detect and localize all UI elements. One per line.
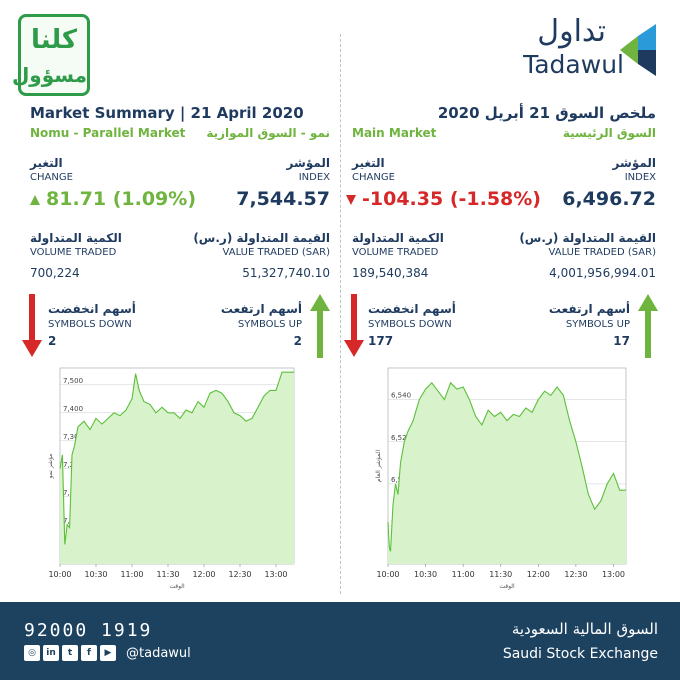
left-down-value: 2 <box>48 334 57 348</box>
campaign-line2: مسؤول <box>11 63 87 87</box>
symbols-up-arrow-icon <box>310 294 330 358</box>
footer-bar: 92000 1919 ◎ in t f ▶ @tadawul السوق الم… <box>0 602 680 680</box>
right-down-value: 177 <box>368 334 394 348</box>
left-up-en: SYMBOLS UP <box>237 319 302 330</box>
left-index-en: INDEX <box>298 172 330 183</box>
right-index-ar: المؤشر <box>612 156 656 170</box>
right-value-ar: القيمة المتداولة (ر.س) <box>519 231 656 245</box>
panel-divider <box>340 34 341 594</box>
left-volume-value: 700,224 <box>30 266 80 280</box>
left-title: Market Summary | 21 April 2020 <box>30 104 304 122</box>
series-area <box>388 382 626 564</box>
linkedin-icon[interactable]: in <box>43 645 59 661</box>
left-change: 81.71 (1.09%) <box>30 188 196 210</box>
left-change-ar: التغير <box>30 156 63 170</box>
right-market-ar: السوق الرئيسية <box>562 126 656 140</box>
right-up-en: SYMBOLS UP <box>565 319 630 330</box>
left-index-value: 7,544.57 <box>236 188 330 210</box>
x-tick-label: 11:30 <box>156 570 179 579</box>
tadawul-logo-en: Tadawul <box>523 50 624 79</box>
social-icons: ◎ in t f ▶ <box>24 645 116 661</box>
x-tick-label: 10:00 <box>48 570 71 579</box>
main-index-chart: 6,4806,5006,5206,54010:0010:3011:0011:30… <box>375 367 627 590</box>
y-tick-label: 7,400 <box>63 405 83 413</box>
x-tick-label: 13:00 <box>602 570 625 579</box>
right-change: -104.35 (-1.58%) <box>346 188 541 210</box>
twitter-icon[interactable]: t <box>62 645 78 661</box>
left-index-ar: المؤشر <box>286 156 330 170</box>
x-tick-label: 13:00 <box>264 570 287 579</box>
campaign-logo: كلنا مسؤول <box>11 14 90 96</box>
right-down-en: SYMBOLS DOWN <box>368 319 452 330</box>
symbols-up-arrow-icon <box>638 294 658 358</box>
right-index-en: INDEX <box>624 172 656 183</box>
right-volume-ar: الكمية المتداولة <box>352 231 444 245</box>
x-tick-label: 10:30 <box>414 570 437 579</box>
social-handle[interactable]: @tadawul <box>126 646 191 661</box>
instagram-icon[interactable]: ◎ <box>24 645 40 661</box>
left-change-en: CHANGE <box>30 172 73 183</box>
left-value-ar: القيمة المتداولة (ر.س) <box>193 231 330 245</box>
right-change-value: -104.35 (-1.58%) <box>362 188 541 210</box>
right-change-en: CHANGE <box>352 172 395 183</box>
tadawul-logo-ar: تداول <box>537 14 606 49</box>
left-volume-en: VOLUME TRADED <box>30 247 117 258</box>
right-value-value: 4,001,956,994.01 <box>549 266 656 280</box>
x-tick-label: 11:00 <box>120 570 143 579</box>
left-market-en: Nomu - Parallel Market <box>30 126 186 140</box>
left-up-ar: أسهم ارتفعت <box>220 302 302 316</box>
symbols-down-arrow-icon <box>344 294 364 357</box>
right-title: ملخص السوق 21 أبريل 2020 <box>437 104 656 122</box>
symbols-down-arrow-icon <box>22 294 42 357</box>
series-area <box>60 372 294 564</box>
x-axis-label: الوقت <box>169 583 185 590</box>
left-value-en: VALUE TRADED (SAR) <box>222 247 330 258</box>
sse-name-en: Saudi Stock Exchange <box>502 646 658 662</box>
right-up-value: 17 <box>613 334 630 348</box>
campaign-line1: كلنا <box>30 25 78 55</box>
right-down-ar: أسهم انخفضت <box>368 302 456 316</box>
up-arrow-icon <box>30 194 40 205</box>
right-volume-value: 189,540,384 <box>352 266 429 280</box>
left-down-ar: أسهم انخفضت <box>48 302 136 316</box>
right-market-en: Main Market <box>352 126 437 140</box>
phone-number: 92000 1919 <box>24 620 153 641</box>
left-down-en: SYMBOLS DOWN <box>48 319 132 330</box>
left-volume-ar: الكمية المتداولة <box>30 231 122 245</box>
left-value-value: 51,327,740.10 <box>242 266 330 280</box>
y-tick-label: 6,540 <box>391 392 411 400</box>
x-tick-label: 10:00 <box>376 570 399 579</box>
x-tick-label: 12:00 <box>527 570 550 579</box>
right-change-ar: التغير <box>352 156 385 170</box>
down-arrow-icon <box>346 194 356 205</box>
left-change-value: 81.71 (1.09%) <box>46 188 196 210</box>
nomu-index-chart: 6,9007,0007,1007,2007,3007,4007,50010:00… <box>47 367 295 590</box>
series-line <box>59 371 294 545</box>
left-up-value: 2 <box>293 334 302 348</box>
sse-name-ar: السوق المالية السعودية <box>511 620 658 638</box>
y-axis-label: المؤشر العام <box>375 450 382 483</box>
youtube-icon[interactable]: ▶ <box>100 645 116 661</box>
y-axis-label: مؤشر نمو <box>47 454 54 480</box>
x-axis-label: الوقت <box>499 583 515 590</box>
right-index-value: 6,496.72 <box>562 188 656 210</box>
facebook-icon[interactable]: f <box>81 645 97 661</box>
x-tick-label: 12:00 <box>192 570 215 579</box>
left-market-ar: نمو - السوق الموازية <box>206 126 330 140</box>
y-tick-label: 7,500 <box>63 377 83 385</box>
x-tick-label: 11:00 <box>452 570 475 579</box>
x-tick-label: 10:30 <box>84 570 107 579</box>
x-tick-label: 12:30 <box>228 570 251 579</box>
tadawul-logo-mark-icon <box>620 24 656 76</box>
y-tick-label: 6,520 <box>391 434 411 442</box>
series-line <box>387 381 626 552</box>
x-tick-label: 11:30 <box>489 570 512 579</box>
y-tick-label: 7,300 <box>63 433 83 441</box>
right-up-ar: أسهم ارتفعت <box>548 302 630 316</box>
right-volume-en: VOLUME TRADED <box>352 247 439 258</box>
x-tick-label: 12:30 <box>564 570 587 579</box>
right-value-en: VALUE TRADED (SAR) <box>548 247 656 258</box>
